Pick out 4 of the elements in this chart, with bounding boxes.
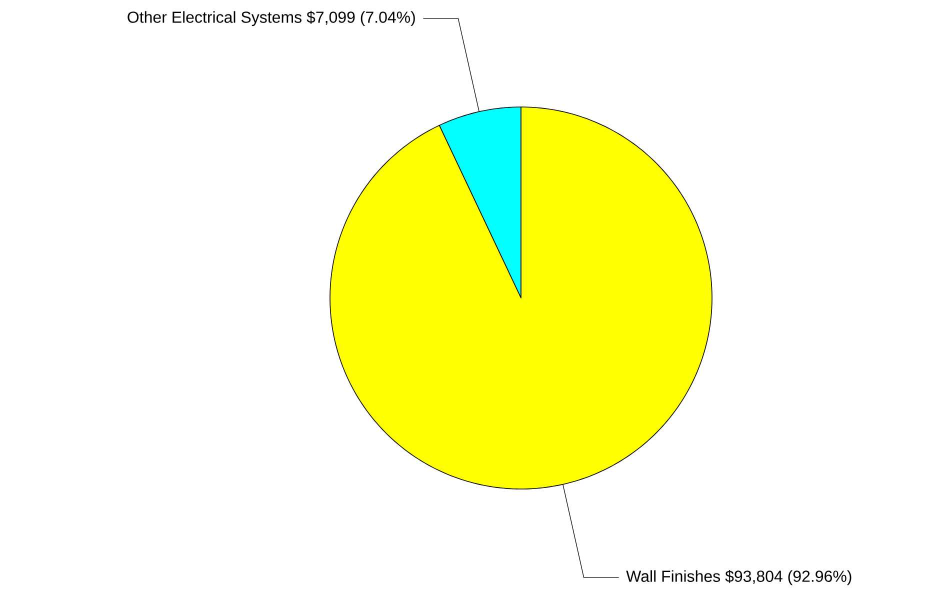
data-label: $93,804 (92.96%) bbox=[725, 570, 852, 586]
slice-label: Wall Finishes bbox=[626, 570, 720, 582]
data-label: $7,099 (7.04%) bbox=[306, 10, 415, 26]
slice-label: Other Electrical Systems bbox=[128, 11, 302, 26]
